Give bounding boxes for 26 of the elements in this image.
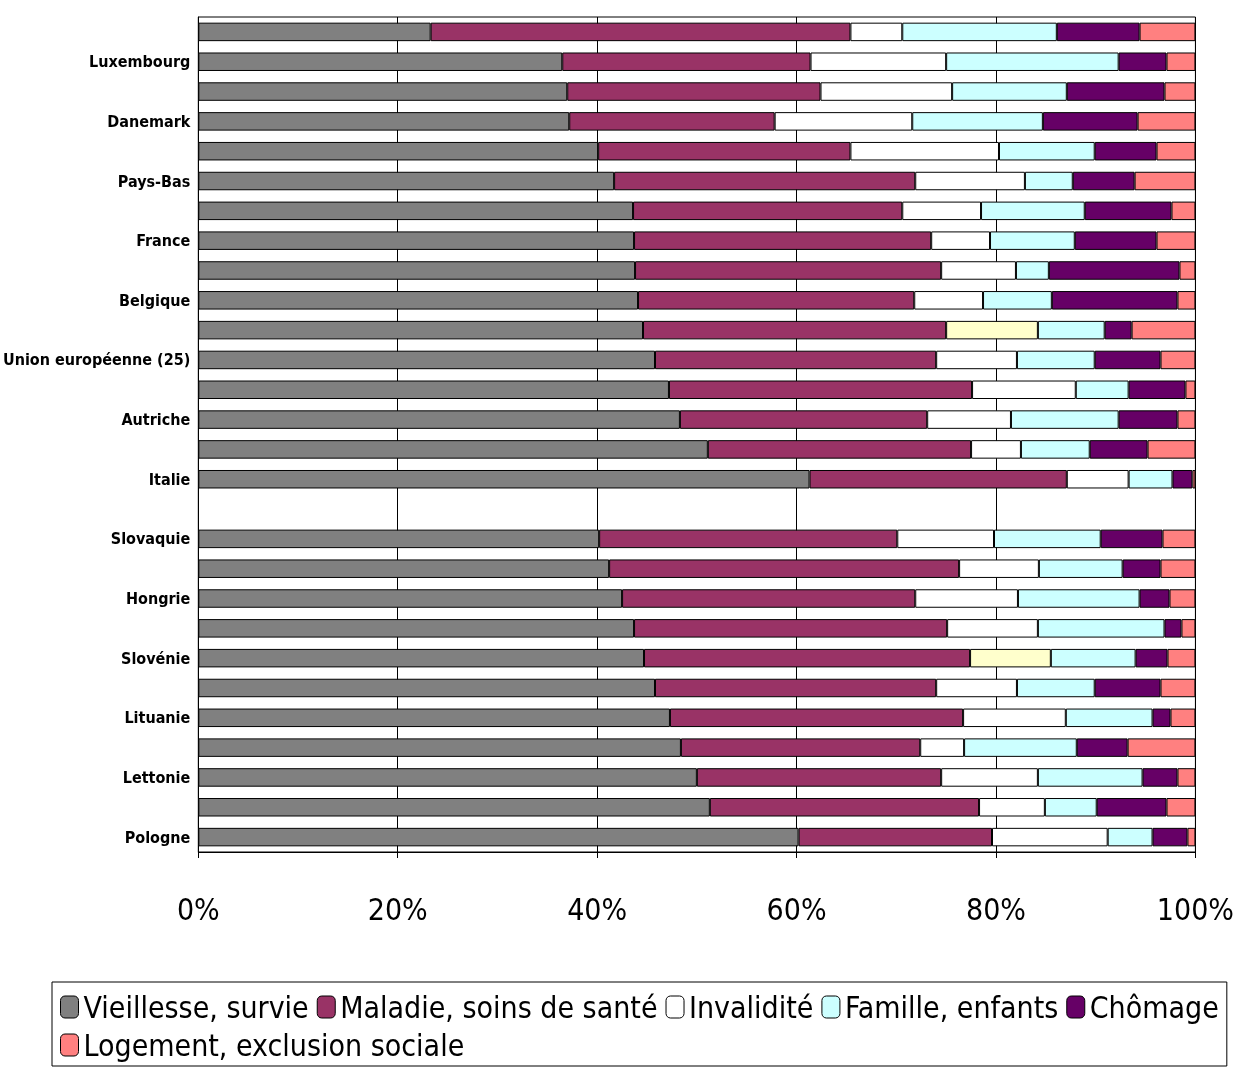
y-tick-label: Pologne [124, 827, 191, 847]
y-tick-label: Pays-Bas [117, 171, 191, 191]
x-tick-label: 60% [766, 891, 827, 927]
y-tick-label: Danemark [107, 111, 191, 131]
legend-label: Logement, exclusion sociale [83, 1027, 465, 1063]
x-tick-label: 80% [966, 891, 1026, 927]
legend-label: Invalidité [689, 989, 814, 1025]
y-tick-label: Slovénie [121, 648, 191, 668]
y-tick-label: Autriche [121, 410, 191, 430]
y-tick-label: Slovaquie [110, 529, 191, 549]
x-tick-label: 40% [567, 891, 628, 927]
legend-label: Maladie, soins de santé [340, 989, 658, 1025]
x-tick-label: 100% [1156, 891, 1234, 927]
legend-label: Vieillesse, survie [83, 989, 309, 1025]
legend-label: Chômage [1089, 989, 1219, 1025]
y-tick-label: Lettonie [122, 767, 191, 787]
y-tick-label: Luxembourg [88, 52, 191, 72]
legend-label: Famille, enfants [844, 989, 1059, 1025]
x-tick-label: 0% [176, 891, 220, 927]
y-tick-label: Lituanie [124, 708, 191, 728]
y-tick-label: Union européenne (25) [2, 350, 191, 370]
y-tick-label: France [136, 231, 191, 251]
x-tick-label: 20% [367, 891, 428, 927]
y-tick-label: Belgique [119, 290, 191, 310]
y-tick-label: Hongrie [126, 589, 191, 609]
y-tick-label: Italie [148, 469, 191, 489]
